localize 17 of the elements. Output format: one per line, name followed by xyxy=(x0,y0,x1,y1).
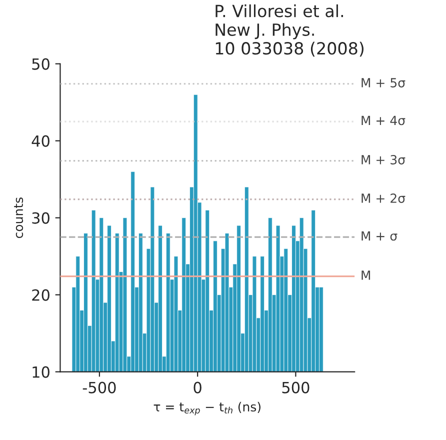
y-axis-title: counts xyxy=(14,198,24,238)
y-tick-label: 30 xyxy=(32,212,50,224)
ref-line-label: M + 2σ xyxy=(362,193,406,203)
x-tick-label: 500 xyxy=(282,382,310,394)
ref-line-label: M + 5σ xyxy=(362,78,406,88)
ref-line-label: M + σ xyxy=(362,231,398,241)
y-tick-label: 10 xyxy=(32,366,50,378)
x-tick-label: -500 xyxy=(82,382,116,394)
y-tick-label: 50 xyxy=(32,58,50,70)
y-tick-label: 20 xyxy=(32,289,50,301)
ref-line-label: M + 4σ xyxy=(362,116,406,126)
x-tick-label: 0 xyxy=(194,382,202,394)
ref-line-label: M + 3σ xyxy=(362,154,406,164)
x-axis-title: τ = t$_{exp}$ − t$_{th}$ (ns) xyxy=(154,402,260,416)
y-tick-label: 40 xyxy=(32,135,50,147)
ref-line-label: M xyxy=(362,270,370,280)
text: P. Villoresi et al. New J. Phys. 10 033038 (2008) xyxy=(216,4,364,57)
